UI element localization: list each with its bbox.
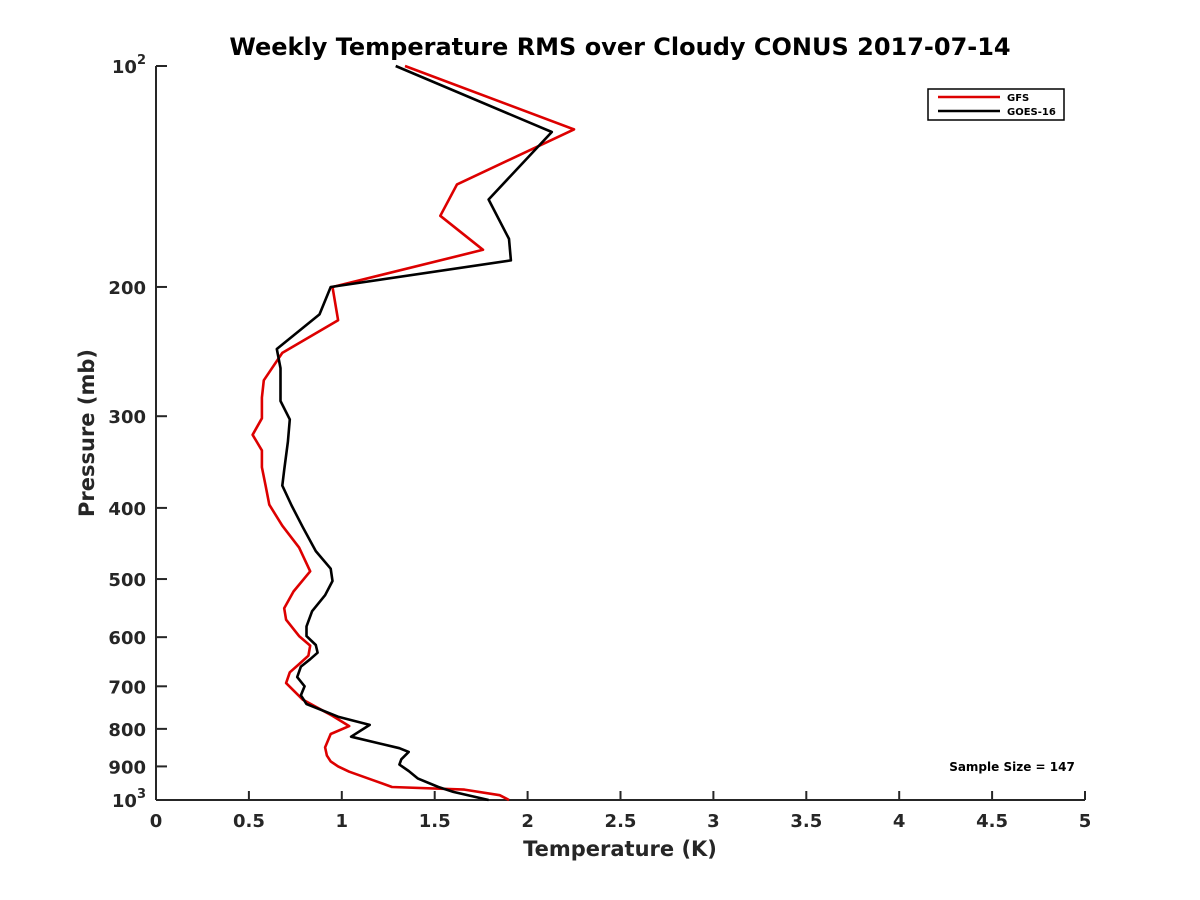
y-tick-label: 700 [108, 677, 146, 698]
y-tick-label: 800 [108, 720, 146, 741]
y-tick-label: 600 [108, 628, 146, 649]
plot-area: 0 0.5 1 1.5 2 2.5 3 3.5 4 4.5 5 102 200 300 400 500 600 7… [108, 53, 1091, 832]
y-tick-label: 300 [108, 407, 146, 428]
x-tick-label: 1 [336, 811, 349, 832]
y-tick-label: 102 [112, 53, 146, 78]
x-tick-label: 2.5 [605, 811, 637, 832]
chart-title: Weekly Temperature RMS over Cloudy CONUS… [229, 33, 1010, 61]
legend-label: GOES-16 [1007, 107, 1056, 118]
series-line-gfs [251, 64, 576, 802]
y-tick-label: 400 [108, 499, 146, 520]
y-axis-label: Pressure (mb) [75, 349, 99, 517]
series-line-goes-16 [275, 64, 554, 802]
x-tick-label: 2 [521, 811, 534, 832]
x-tick-label: 3 [707, 811, 720, 832]
sample-size-annotation: Sample Size = 147 [949, 760, 1075, 774]
x-axis-label: Temperature (K) [523, 837, 717, 861]
legend-label: GFS [1007, 93, 1029, 104]
y-tick-label: 500 [108, 570, 146, 591]
x-tick-label: 0 [150, 811, 163, 832]
x-tick-label: 4.5 [976, 811, 1008, 832]
y-tick-label: 103 [112, 787, 146, 812]
y-tick-label: 200 [108, 278, 146, 299]
x-tick-label: 1.5 [419, 811, 451, 832]
x-tick-label: 5 [1079, 811, 1092, 832]
x-tick-label: 0.5 [233, 811, 265, 832]
x-tick-label: 3.5 [790, 811, 822, 832]
legend-box [927, 88, 1065, 121]
x-tick-label: 4 [893, 811, 906, 832]
chart-legend: GFS GOES-16 [927, 88, 1065, 121]
y-tick-label: 900 [108, 757, 146, 778]
